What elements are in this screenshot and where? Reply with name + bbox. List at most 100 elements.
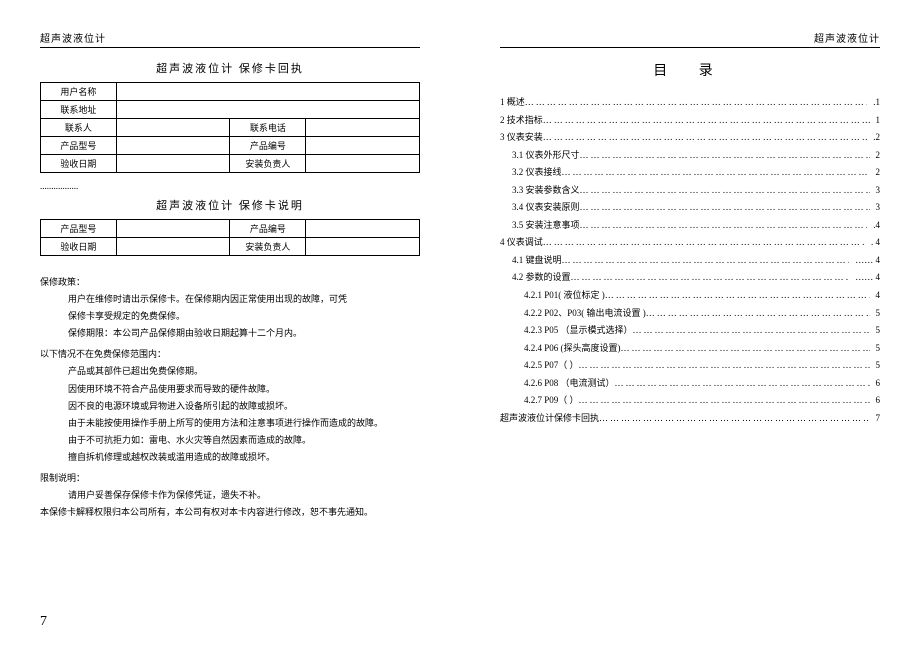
toc-label: 2 技术指标 bbox=[500, 112, 543, 130]
policy-text: 保修政策： 用户在维修时请出示保修卡。在保修期内因正常使用出现的故障，可凭 保修… bbox=[40, 274, 420, 521]
table-row: 用户名称 bbox=[41, 83, 420, 101]
toc-label: 4.2.2 P02、P03( 输出电流设置 ) bbox=[524, 305, 646, 323]
toc-leader: ………………………………………………………………………………………………………… bbox=[621, 340, 870, 358]
value-cell bbox=[116, 119, 230, 137]
policy-line: 擅自拆机修理或越权改装或滥用造成的故障或损坏。 bbox=[40, 449, 420, 466]
toc-leader: ………………………………………………………………………………………………………… bbox=[543, 129, 867, 147]
value-cell bbox=[116, 220, 230, 238]
toc-leader: ………………………………………………………………………………………………………… bbox=[543, 234, 865, 252]
label-model: 产品型号 bbox=[41, 220, 117, 238]
toc-entry: 3.3 安装参数含义 ……………………………………………………………………………… bbox=[500, 182, 880, 200]
toc-leader: ………………………………………………………………………………………………………… bbox=[562, 252, 850, 270]
toc-leader: ………………………………………………………………………………………………………… bbox=[571, 269, 850, 287]
warranty-desc-title: 超声波液位计 保修卡说明 bbox=[40, 197, 420, 213]
value-cell bbox=[306, 155, 420, 173]
toc-entry: 3.4 仪表安装原则 ……………………………………………………………………………… bbox=[500, 199, 880, 217]
table-of-contents: 1 概述 ……………………………………………………………………………………………… bbox=[500, 94, 880, 427]
toc-label: 4.2 参数的设置 bbox=[512, 269, 571, 287]
toc-label: 3.1 仪表外形尺寸 bbox=[512, 147, 580, 165]
toc-leader: ………………………………………………………………………………………………………… bbox=[646, 305, 870, 323]
policy-line: 产品或其部件已超出免费保修期。 bbox=[40, 363, 420, 380]
policy-line: 保修卡享受规定的免费保修。 bbox=[40, 308, 420, 325]
toc-leader: ………………………………………………………………………………………………………… bbox=[605, 287, 870, 305]
toc-title: 目 录 bbox=[500, 60, 880, 80]
label-installer: 安装负责人 bbox=[230, 155, 306, 173]
toc-label: 3 仪表安装 bbox=[500, 129, 543, 147]
right-page: 超声波液位计 目 录 1 概述 ………………………………………………………………… bbox=[460, 0, 920, 650]
toc-leader: ………………………………………………………………………………………………………… bbox=[580, 217, 868, 235]
value-cell bbox=[116, 101, 419, 119]
toc-label: 4.2.5 P07（ ） bbox=[524, 357, 579, 375]
toc-leader: ………………………………………………………………………………………………………… bbox=[580, 182, 870, 200]
warranty-desc-table: 产品型号 产品编号 验收日期 安装负责人 bbox=[40, 219, 420, 256]
label-model: 产品型号 bbox=[41, 137, 117, 155]
toc-label: 4.1 键盘说明 bbox=[512, 252, 562, 270]
toc-label: 4 仪表调试 bbox=[500, 234, 543, 252]
policy-line: 本保修卡解释权限归本公司所有，本公司有权对本卡内容进行修改，恕不事先通知。 bbox=[40, 504, 420, 521]
toc-label: 3.4 仪表安装原则 bbox=[512, 199, 580, 217]
toc-page: 7 bbox=[870, 410, 881, 428]
toc-page: 5 bbox=[870, 305, 881, 323]
toc-page: 5 bbox=[870, 340, 881, 358]
toc-label: 4.2.7 P09（ ） bbox=[524, 392, 579, 410]
toc-page: 5 bbox=[870, 322, 881, 340]
toc-leader: ………………………………………………………………………………………………………… bbox=[580, 147, 870, 165]
policy-heading: 以下情况不在免费保修范围内： bbox=[40, 346, 420, 363]
toc-entry: 4.2.7 P09（ ） ………………………………………………………………………… bbox=[500, 392, 880, 410]
toc-entry: 3.1 仪表外形尺寸 ……………………………………………………………………………… bbox=[500, 147, 880, 165]
toc-label: 4.2.3 P05 （显示模式选择） bbox=[524, 322, 633, 340]
toc-entry: 3.5 安装注意事项 ……………………………………………………………………………… bbox=[500, 217, 880, 235]
table-row: 产品型号 产品编号 bbox=[41, 137, 420, 155]
toc-page: 2 bbox=[870, 164, 881, 182]
policy-heading: 限制说明： bbox=[40, 470, 420, 487]
toc-leader: ………………………………………………………………………………………………………… bbox=[525, 94, 867, 112]
toc-page: 4 bbox=[870, 287, 881, 305]
page-header: 超声波液位计 bbox=[40, 30, 420, 48]
toc-leader: ………………………………………………………………………………………………………… bbox=[599, 410, 869, 428]
toc-label: 4.2.6 P08 （电流测试） bbox=[524, 375, 615, 393]
toc-entry: 1 概述 ……………………………………………………………………………………………… bbox=[500, 94, 880, 112]
toc-entry: 4.2.2 P02、P03( 输出电流设置 ) …………………………………………… bbox=[500, 305, 880, 323]
toc-label: 4.2.1 P01( 液位标定 ) bbox=[524, 287, 605, 305]
label-accept-date: 验收日期 bbox=[41, 155, 117, 173]
value-cell bbox=[306, 220, 420, 238]
toc-page: 3 bbox=[870, 182, 881, 200]
policy-line: 请用户妥善保存保修卡作为保修凭证，遗失不补。 bbox=[40, 487, 420, 504]
value-cell bbox=[116, 83, 419, 101]
toc-entry: 4.2.1 P01( 液位标定 ) …………………………………………………………… bbox=[500, 287, 880, 305]
toc-entry: 4 仪表调试 ………………………………………………………………………………………… bbox=[500, 234, 880, 252]
toc-page: 3 bbox=[870, 199, 881, 217]
toc-page: .2 bbox=[867, 129, 880, 147]
toc-label: 4.2.4 P06 (探头高度设置) bbox=[524, 340, 621, 358]
toc-label: 1 概述 bbox=[500, 94, 525, 112]
toc-label: 超声波液位计保修卡回执 bbox=[500, 410, 599, 428]
warranty-return-title: 超声波液位计 保修卡回执 bbox=[40, 60, 420, 76]
toc-entry: 2 技术指标 ………………………………………………………………………………………… bbox=[500, 112, 880, 130]
value-cell bbox=[116, 155, 230, 173]
separator-dots: ................. bbox=[40, 181, 420, 191]
label-serial: 产品编号 bbox=[230, 220, 306, 238]
toc-leader: ………………………………………………………………………………………………………… bbox=[633, 322, 870, 340]
label-accept-date: 验收日期 bbox=[41, 238, 117, 256]
policy-line: 保修期限：本公司产品保修期由验收日期起算十二个月内。 bbox=[40, 325, 420, 342]
policy-line: 因使用环境不符合产品使用要求而导致的硬件故障。 bbox=[40, 381, 420, 398]
toc-entry: 4.2.6 P08 （电流测试） ……………………………………………………………… bbox=[500, 375, 880, 393]
toc-entry: 3.2 仪表接线 …………………………………………………………………………………… bbox=[500, 164, 880, 182]
toc-entry: 3 仪表安装 ………………………………………………………………………………………… bbox=[500, 129, 880, 147]
warranty-return-table: 用户名称 联系地址 联系人 联系电话 产品型号 产品编号 验收日期 安装负责人 bbox=[40, 82, 420, 173]
toc-page: …… 4 bbox=[849, 269, 880, 287]
toc-leader: ………………………………………………………………………………………………………… bbox=[562, 164, 870, 182]
policy-line: 由于未能按使用操作手册上所写的使用方法和注意事项进行操作而造成的故障。 bbox=[40, 415, 420, 432]
left-page: 超声波液位计 超声波液位计 保修卡回执 用户名称 联系地址 联系人 联系电话 产… bbox=[0, 0, 460, 650]
toc-entry: 4.2.3 P05 （显示模式选择） ………………………………………………………… bbox=[500, 322, 880, 340]
toc-leader: ………………………………………………………………………………………………………… bbox=[579, 357, 870, 375]
toc-leader: ………………………………………………………………………………………………………… bbox=[580, 199, 870, 217]
toc-label: 3.3 安装参数含义 bbox=[512, 182, 580, 200]
toc-page: 5 bbox=[870, 357, 881, 375]
table-row: 产品型号 产品编号 bbox=[41, 220, 420, 238]
label-phone: 联系电话 bbox=[230, 119, 306, 137]
toc-page: .4 bbox=[867, 217, 880, 235]
page-header: 超声波液位计 bbox=[500, 30, 880, 48]
toc-entry: 4.1 键盘说明 …………………………………………………………………………………… bbox=[500, 252, 880, 270]
page-number: 7 bbox=[40, 614, 47, 630]
